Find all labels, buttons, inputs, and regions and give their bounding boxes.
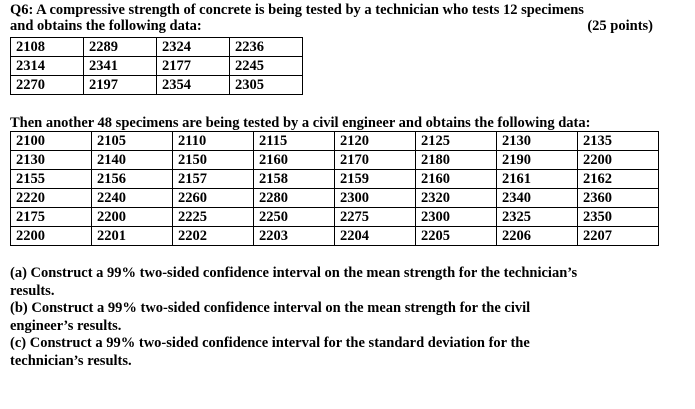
- table-row: 2200 2201 2202 2203 2204 2205 2206 2207: [10, 226, 659, 246]
- table-row: 2100 2105 2110 2115 2120 2125 2130 2135: [10, 131, 659, 151]
- table-cell: 2108: [10, 37, 84, 57]
- table-cell: 2260: [172, 188, 254, 208]
- table-cell: 2207: [577, 226, 659, 246]
- table-cell: 2200: [91, 207, 173, 227]
- table-row: 2130 2140 2150 2160 2170 2180 2190 2200: [10, 150, 659, 170]
- table-row: 2108 2289 2324 2236: [10, 37, 303, 57]
- technician-table: 2108 2289 2324 2236 2314 2341 2177 2245 2270 2197…: [10, 37, 303, 95]
- table-cell: 2110: [172, 131, 254, 151]
- table-cell: 2156: [91, 169, 173, 189]
- table-cell: 2270: [10, 75, 84, 95]
- intro: Then another 48 specimens are being test…: [10, 115, 591, 131]
- table-row: 2220 2240 2260 2280 2300 2320 2340 2360: [10, 188, 659, 208]
- table-cell: 2135: [577, 131, 659, 151]
- table-cell: 2125: [415, 131, 497, 151]
- table-cell: 2203: [253, 226, 335, 246]
- table-cell: 2130: [10, 150, 92, 170]
- part-line: results.: [10, 282, 55, 299]
- table-cell: 2300: [334, 188, 416, 208]
- part-line: (a) Construct a 99% two-sided confidence…: [10, 265, 578, 281]
- table-cell: 2150: [172, 150, 254, 170]
- table-cell: 2202: [172, 226, 254, 246]
- table-cell: 2225: [172, 207, 254, 227]
- table-cell: 2201: [91, 226, 173, 246]
- table-cell: 2354: [156, 75, 230, 95]
- table-cell: 2350: [577, 207, 659, 227]
- question-line: Q6: A compressive strength of concrete i…: [10, 2, 584, 18]
- table-cell: 2220: [10, 188, 92, 208]
- table-cell: 2140: [91, 150, 173, 170]
- part-line: engineer’s results.: [10, 317, 122, 334]
- table-cell: 2289: [83, 37, 157, 57]
- table-row: 2175 2200 2225 2250 2275 2300 2325 2350: [10, 207, 659, 227]
- table-cell: 2340: [496, 188, 578, 208]
- table-row: 2314 2341 2177 2245: [10, 56, 303, 76]
- question-line: and obtains the following data:: [10, 18, 202, 34]
- table-cell: 2170: [334, 150, 416, 170]
- table-cell: 2160: [253, 150, 335, 170]
- table-cell: 2324: [156, 37, 230, 57]
- table-cell: 2100: [10, 131, 92, 151]
- table-cell: 2157: [172, 169, 254, 189]
- table-cell: 2160: [415, 169, 497, 189]
- table-cell: 2275: [334, 207, 416, 227]
- table-cell: 2325: [496, 207, 578, 227]
- table-cell: 2245: [229, 56, 303, 76]
- table-cell: 2177: [156, 56, 230, 76]
- table-cell: 2197: [83, 75, 157, 95]
- table-cell: 2280: [253, 188, 335, 208]
- table-cell: 2162: [577, 169, 659, 189]
- table-cell: 2105: [91, 131, 173, 151]
- table-cell: 2130: [496, 131, 578, 151]
- table-cell: 2159: [334, 169, 416, 189]
- part-line: (b) Construct a 99% two-sided confidence…: [10, 300, 531, 316]
- table-cell: 2240: [91, 188, 173, 208]
- table-cell: 2200: [10, 226, 92, 246]
- part-line: technician’s results.: [10, 352, 132, 369]
- table-cell: 2205: [415, 226, 497, 246]
- table-cell: 2206: [496, 226, 578, 246]
- table-cell: 2200: [577, 150, 659, 170]
- table-cell: 2115: [253, 131, 335, 151]
- table-row: 2155 2156 2157 2158 2159 2160 2161 2162: [10, 169, 659, 189]
- part-line: (c) Construct a 99% two-sided confidence…: [10, 335, 530, 351]
- table-row: 2270 2197 2354 2305: [10, 75, 303, 95]
- table-cell: 2180: [415, 150, 497, 170]
- table-cell: 2204: [334, 226, 416, 246]
- table-cell: 2314: [10, 56, 84, 76]
- points: (25 points): [587, 18, 653, 34]
- table-cell: 2161: [496, 169, 578, 189]
- table-cell: 2305: [229, 75, 303, 95]
- table-cell: 2190: [496, 150, 578, 170]
- table-cell: 2300: [415, 207, 497, 227]
- table-cell: 2341: [83, 56, 157, 76]
- table-cell: 2155: [10, 169, 92, 189]
- table-cell: 2236: [229, 37, 303, 57]
- engineer-table: 2100 2105 2110 2115 2120 2125 2130 2135 2130 2140…: [10, 131, 659, 246]
- table-cell: 2158: [253, 169, 335, 189]
- table-cell: 2320: [415, 188, 497, 208]
- table-cell: 2175: [10, 207, 92, 227]
- table-cell: 2250: [253, 207, 335, 227]
- table-cell: 2360: [577, 188, 659, 208]
- table-cell: 2120: [334, 131, 416, 151]
